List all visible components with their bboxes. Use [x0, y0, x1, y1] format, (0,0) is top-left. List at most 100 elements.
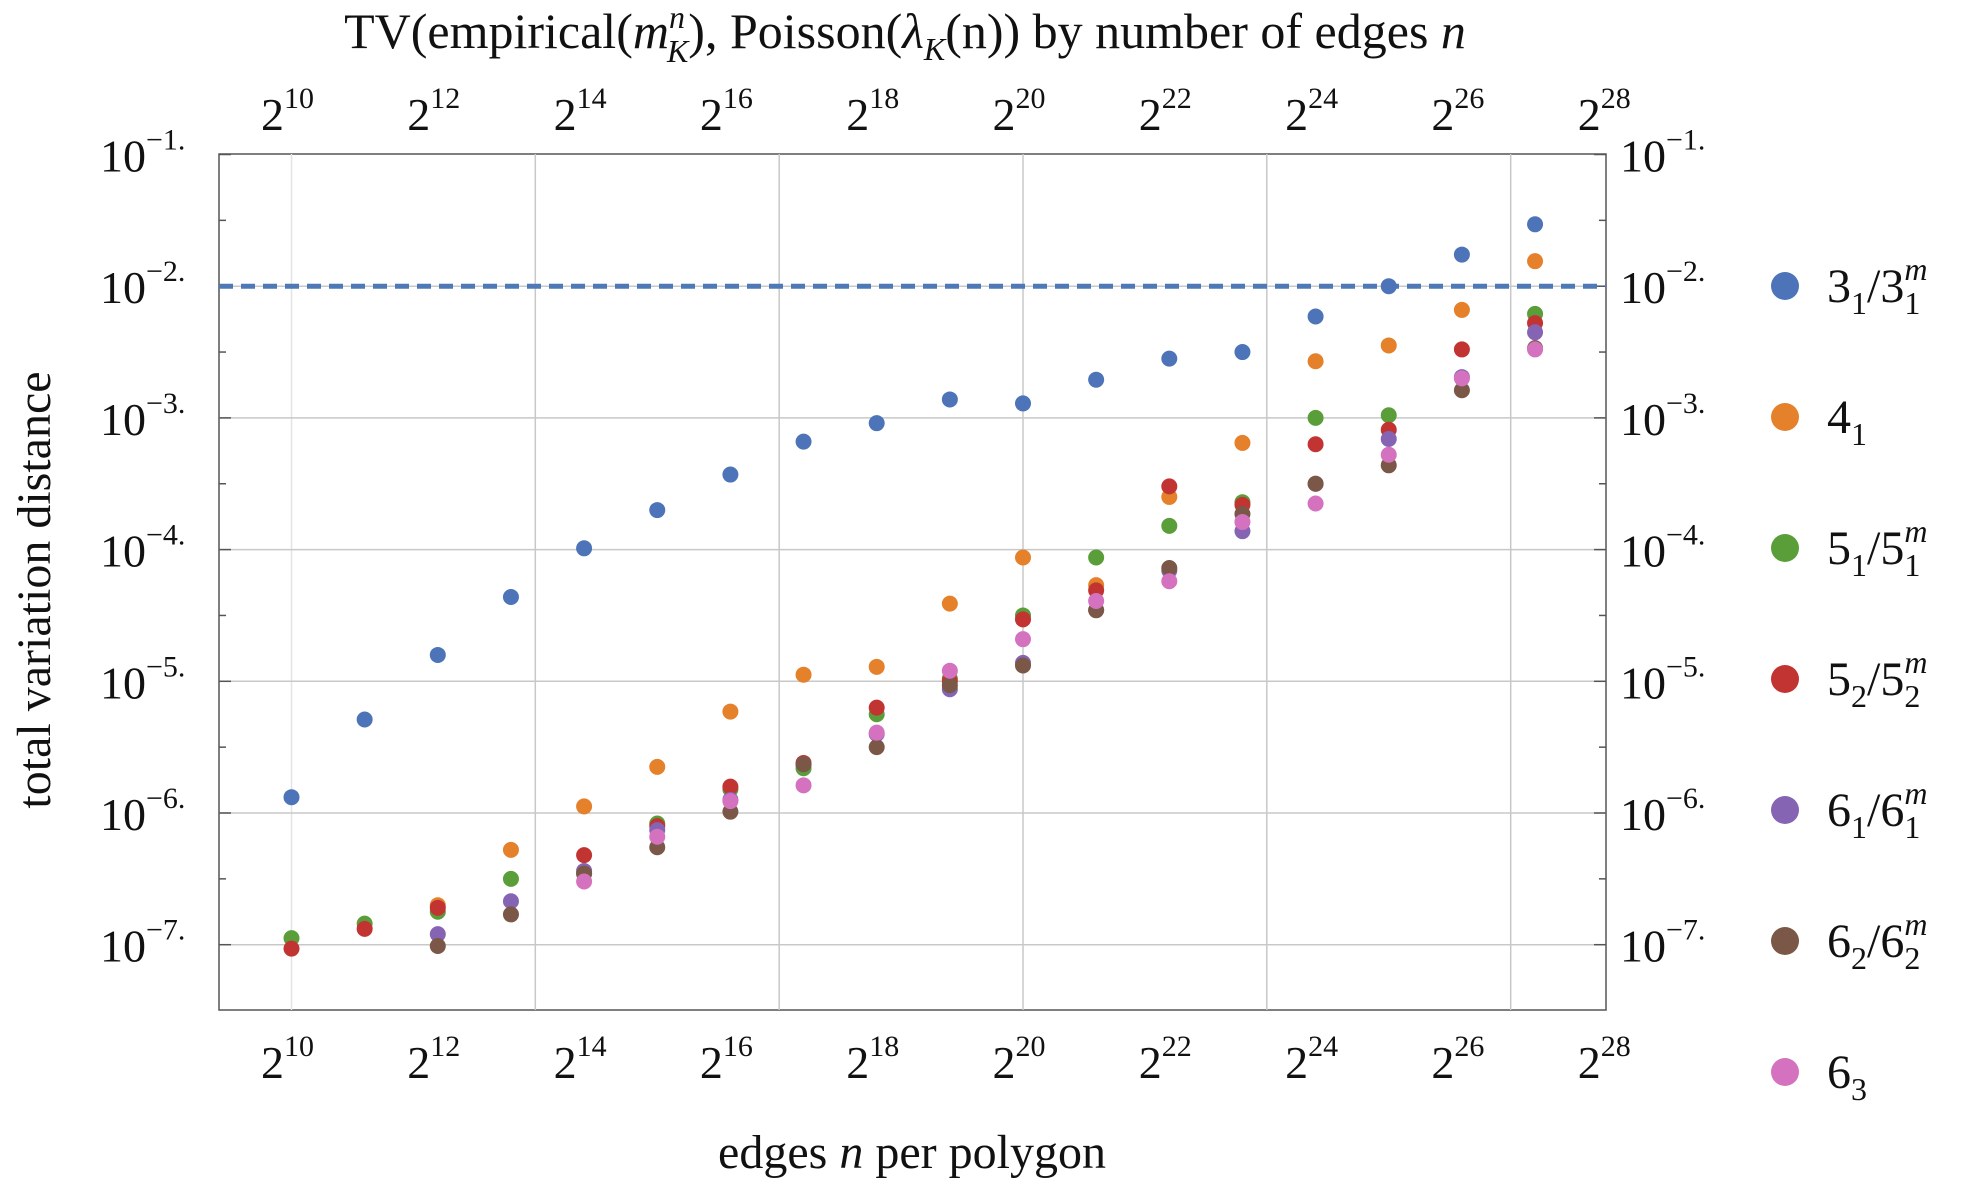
- x-tick-label-top: 210: [261, 82, 314, 140]
- x-tick-label-top: 222: [1139, 82, 1192, 140]
- data-point-2: [1234, 434, 1251, 451]
- data-points: [283, 216, 1544, 957]
- data-point-7: [722, 793, 739, 810]
- chart-title: TV(empirical(mn K), Poisson(λK(n)) by num…: [344, 0, 1466, 69]
- data-point-3: [1380, 407, 1397, 424]
- y-tick-label: 10−2.: [100, 255, 185, 313]
- x-tick-label: 216: [700, 1030, 753, 1088]
- legend: 31/31m 41 51/51m 52/52m 61/61m 62/62m 63: [1771, 251, 1927, 1107]
- data-point-1: [941, 391, 958, 408]
- y-tick-label-right: 10−5.: [1620, 650, 1705, 708]
- data-point-1: [576, 540, 593, 557]
- y-axis-label: total variation distance: [8, 371, 61, 808]
- x-tick-label-top: 228: [1578, 82, 1631, 140]
- data-point-6: [795, 756, 812, 773]
- data-point-7: [1088, 592, 1105, 609]
- data-point-1: [1453, 246, 1470, 263]
- legend-marker: [1771, 534, 1799, 562]
- data-point-4: [722, 778, 739, 795]
- data-point-5: [1527, 324, 1544, 341]
- data-point-4: [1015, 611, 1031, 628]
- data-point-7: [649, 828, 666, 845]
- legend-label: 62/62m: [1827, 906, 1927, 976]
- data-point-3: [502, 870, 519, 887]
- data-point-2: [1015, 549, 1031, 566]
- data-point-6: [429, 938, 446, 955]
- data-point-1: [1088, 371, 1105, 388]
- data-point-2: [795, 666, 812, 683]
- data-point-1: [868, 415, 885, 432]
- x-tick-label-top: 220: [993, 82, 1046, 140]
- data-point-5: [429, 926, 446, 943]
- data-point-3: [1088, 549, 1105, 566]
- data-point-4: [356, 920, 373, 937]
- data-point-2: [1307, 353, 1324, 370]
- data-point-3: [1161, 517, 1178, 534]
- y-tick-label-right: 10−6.: [1620, 782, 1705, 840]
- legend-label: 61/61m: [1827, 775, 1927, 845]
- legend-marker: [1771, 1058, 1799, 1086]
- data-point-1: [283, 789, 300, 806]
- data-point-4: [576, 847, 593, 864]
- data-point-5: [1380, 430, 1397, 447]
- x-tick-label-top: 224: [1285, 82, 1338, 140]
- data-point-2: [502, 841, 519, 858]
- data-point-2: [941, 595, 958, 612]
- y-tick-label: 10−4.: [100, 519, 185, 577]
- x-tick-label: 222: [1139, 1030, 1192, 1088]
- data-point-4: [283, 940, 300, 957]
- data-point-1: [795, 433, 812, 450]
- x-tick-labels-top: 210 212 214 216 218 220 222 224 226 228: [261, 82, 1631, 140]
- data-point-4: [1161, 478, 1178, 495]
- y-tick-label: 10−7.: [100, 914, 185, 972]
- data-point-3: [1307, 409, 1324, 426]
- y-tick-label: 10−1.: [100, 124, 185, 182]
- x-tick-label: 212: [407, 1030, 460, 1088]
- y-tick-label-right: 10−4.: [1620, 519, 1705, 577]
- data-point-1: [356, 711, 373, 728]
- data-point-7: [1453, 370, 1470, 387]
- y-tick-label-right: 10−1.: [1620, 124, 1705, 182]
- x-tick-label-top: 212: [407, 82, 460, 140]
- data-point-1: [502, 589, 519, 606]
- data-point-6: [941, 677, 958, 694]
- y-tick-label: 10−6.: [100, 782, 185, 840]
- data-point-7: [1307, 495, 1324, 512]
- legend-marker: [1771, 665, 1799, 693]
- x-tick-label: 220: [993, 1030, 1046, 1088]
- legend-marker: [1771, 927, 1799, 955]
- data-point-1: [1527, 216, 1544, 233]
- data-point-4: [868, 699, 885, 716]
- x-tick-label-top: 216: [700, 82, 753, 140]
- data-point-2: [649, 758, 666, 775]
- y-tick-label: 10−3.: [100, 387, 185, 445]
- data-point-1: [1015, 395, 1031, 412]
- legend-label: 63: [1827, 1046, 1867, 1107]
- legend-label: 51/51m: [1827, 513, 1927, 583]
- data-point-6: [502, 906, 519, 923]
- x-tick-label-top: 214: [554, 82, 607, 140]
- data-point-6: [1453, 382, 1470, 399]
- y-tick-labels-left: 10−1. 10−2. 10−3. 10−4. 10−5. 10−6. 10−7.: [100, 124, 185, 972]
- data-point-1: [1234, 344, 1251, 361]
- data-point-7: [941, 662, 958, 679]
- data-point-4: [1307, 436, 1324, 453]
- legend-label: 41: [1827, 391, 1867, 452]
- legend-label: 52/52m: [1827, 644, 1927, 714]
- data-point-7: [1015, 631, 1031, 648]
- x-tick-label: 210: [261, 1030, 314, 1088]
- data-point-7: [1380, 446, 1397, 463]
- data-point-2: [1527, 253, 1544, 270]
- data-point-2: [1380, 337, 1397, 354]
- legend-label: 31/31m: [1827, 251, 1927, 321]
- data-point-7: [868, 724, 885, 741]
- x-tick-label: 214: [554, 1030, 607, 1088]
- plot-frame: [218, 153, 1607, 1011]
- data-point-2: [576, 798, 593, 815]
- y-tick-label: 10−5.: [100, 650, 185, 708]
- frame-ticks: [219, 153, 1606, 946]
- y-tick-label-right: 10−7.: [1620, 914, 1705, 972]
- data-point-2: [868, 658, 885, 675]
- data-point-6: [868, 739, 885, 756]
